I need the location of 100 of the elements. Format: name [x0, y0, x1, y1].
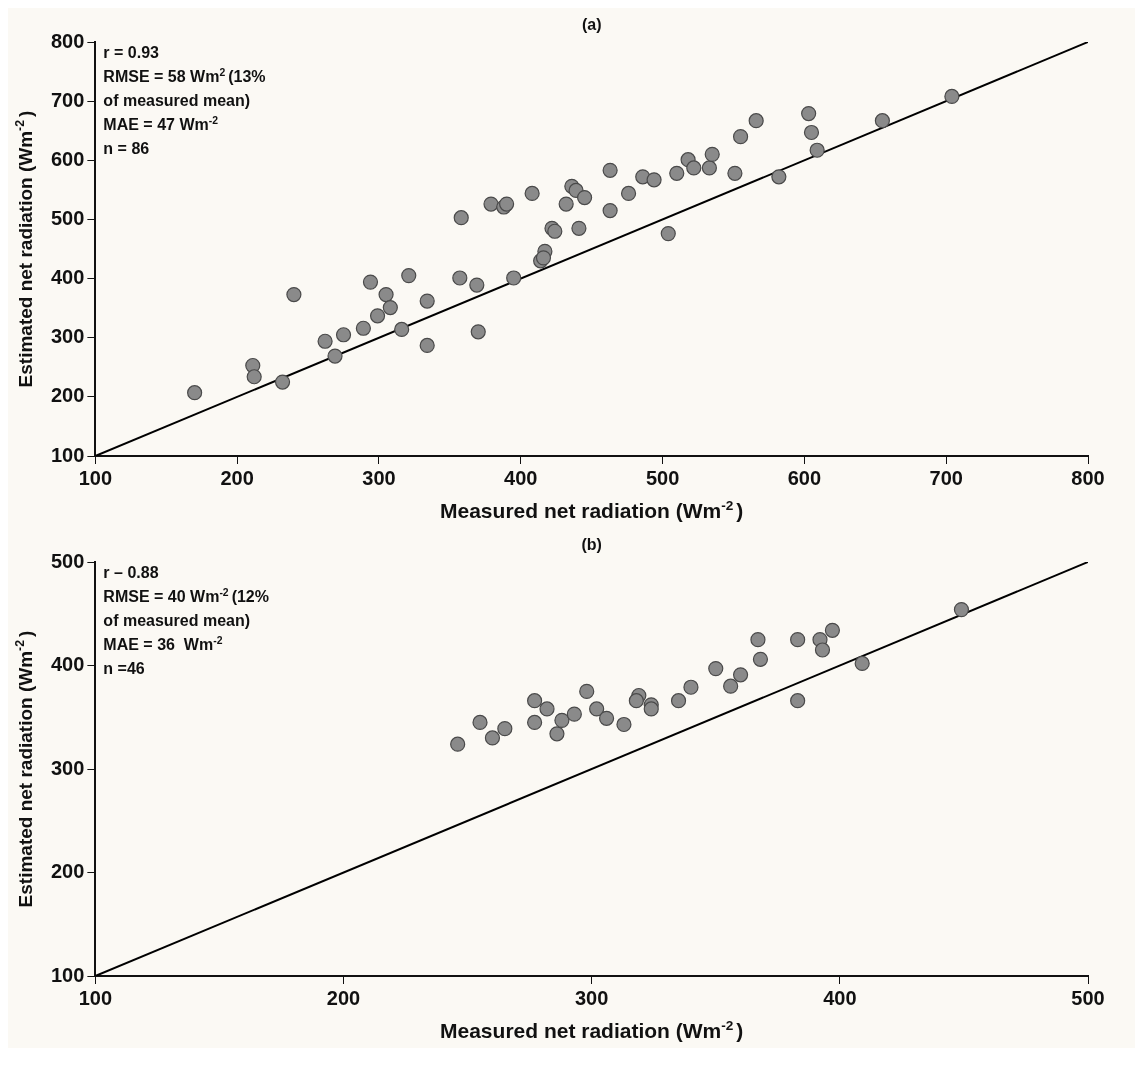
- point: [790, 632, 806, 648]
- y-tick-label: 200: [50, 384, 85, 407]
- point: [524, 185, 540, 202]
- point: [453, 210, 469, 226]
- point: [732, 667, 749, 683]
- chart-title: (b): [581, 536, 602, 553]
- point: [362, 274, 379, 290]
- point: [497, 721, 513, 737]
- point: [469, 277, 485, 293]
- y-tick-label: 400: [50, 653, 85, 676]
- point: [809, 142, 825, 158]
- point: [382, 299, 398, 316]
- point: [727, 165, 743, 181]
- point: [484, 730, 501, 746]
- y-tick-label: 500: [50, 549, 85, 572]
- y-tick-label: 700: [50, 88, 85, 111]
- point: [527, 693, 543, 709]
- chart-title: (a): [581, 16, 602, 33]
- y-tick-label: 100: [50, 963, 85, 986]
- x-tick-label: 800: [1071, 466, 1105, 489]
- y-tick-label: 400: [50, 266, 85, 289]
- x-tick-label: 200: [220, 466, 254, 489]
- point: [616, 716, 632, 733]
- y-tick-label: 800: [50, 29, 85, 52]
- point: [566, 706, 582, 722]
- annotation: n = 86: [103, 140, 150, 157]
- x-tick-label: 500: [1071, 986, 1105, 1009]
- point: [452, 270, 468, 286]
- point: [670, 693, 687, 709]
- x-tick-label: 400: [504, 466, 538, 489]
- point: [317, 333, 333, 349]
- point: [274, 374, 291, 390]
- point: [369, 308, 386, 324]
- point: [646, 172, 662, 188]
- point: [704, 146, 720, 162]
- point: [748, 113, 764, 129]
- annotation: r = 0.93: [103, 44, 160, 61]
- y-axis-title: Estimated net radiation (Wm-2): [13, 110, 36, 388]
- x-tick-label: 400: [823, 986, 857, 1009]
- point: [602, 202, 618, 219]
- point: [419, 293, 435, 309]
- point: [643, 701, 659, 717]
- x-tick-label: 200: [326, 986, 361, 1009]
- point: [660, 226, 676, 242]
- point: [527, 714, 543, 731]
- x-tick-label: 100: [78, 986, 113, 1009]
- point: [246, 369, 262, 385]
- point: [470, 324, 486, 340]
- point: [824, 622, 840, 638]
- point: [602, 162, 618, 178]
- x-tick-label: 500: [645, 466, 680, 489]
- point: [750, 632, 766, 648]
- point: [669, 165, 685, 181]
- point: [286, 286, 302, 303]
- point: [790, 693, 806, 709]
- point: [483, 196, 499, 212]
- point: [355, 320, 371, 336]
- point: [620, 185, 637, 202]
- point: [579, 683, 595, 699]
- point: [953, 602, 970, 618]
- point: [394, 321, 410, 338]
- y-tick-label: 100: [50, 443, 85, 466]
- point: [327, 348, 343, 364]
- point: [558, 196, 574, 212]
- point: [598, 710, 615, 726]
- point: [506, 270, 522, 286]
- y-axis-title: Estimated net radiation (Wm-2): [13, 630, 36, 908]
- point: [854, 655, 870, 672]
- point: [450, 736, 466, 752]
- point: [732, 129, 749, 145]
- point: [187, 385, 203, 401]
- point: [801, 105, 817, 122]
- annotation: r – 0.88: [103, 564, 159, 581]
- point: [401, 268, 417, 284]
- point: [771, 169, 787, 185]
- point: [589, 701, 605, 717]
- point: [539, 701, 555, 717]
- y-tick-label: 300: [50, 756, 85, 779]
- point: [378, 286, 394, 303]
- point: [723, 678, 739, 694]
- y-tick-label: 200: [50, 860, 85, 883]
- point: [701, 160, 717, 176]
- x-tick-label: 600: [787, 466, 822, 489]
- point: [944, 88, 960, 105]
- point: [814, 642, 831, 658]
- point: [549, 726, 565, 742]
- y-tick-label: 500: [50, 206, 85, 229]
- y-tick-label: 600: [50, 147, 85, 170]
- x-tick-label: 300: [575, 986, 609, 1009]
- x-tick-label: 700: [929, 466, 963, 489]
- point: [335, 327, 352, 343]
- annotation: of measured mean): [103, 92, 251, 109]
- point: [576, 189, 593, 206]
- point: [628, 693, 644, 709]
- x-tick-label: 300: [362, 466, 396, 489]
- x-tick-label: 100: [78, 466, 113, 489]
- point: [554, 712, 570, 728]
- point: [472, 714, 488, 731]
- y-tick-label: 300: [50, 325, 85, 348]
- point: [803, 124, 820, 141]
